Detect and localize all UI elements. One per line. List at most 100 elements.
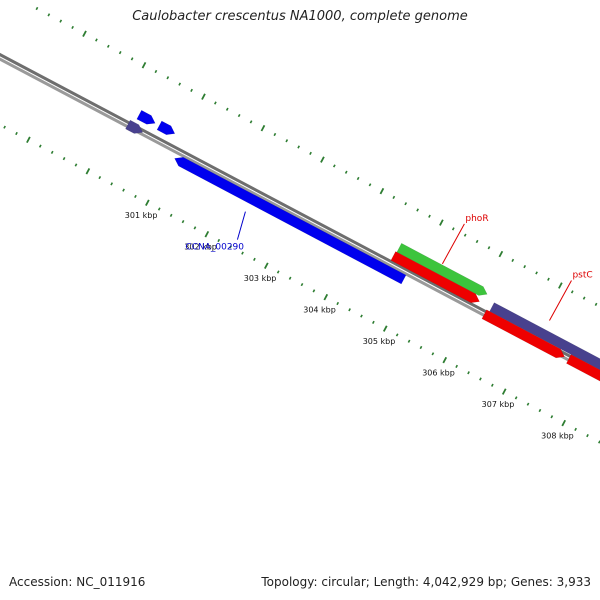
inner-tick-major [323, 293, 329, 301]
inner-tick-major [382, 325, 388, 332]
scale-label: 307 kbp [482, 400, 515, 409]
gene-label-leader [441, 223, 465, 265]
gene-arrow-ccna-00290 [174, 156, 407, 285]
inner-tick-minor [300, 282, 304, 287]
outer-tick-major [141, 61, 147, 69]
gene-arrow-phor [396, 242, 488, 296]
inner-tick-minor [526, 402, 530, 406]
outer-tick-major [498, 250, 504, 258]
scale-label: 306 kbp [422, 368, 455, 377]
gene-arrow-pstc [489, 302, 600, 371]
outer-tick-minor [178, 82, 182, 86]
outer-tick-minor [273, 132, 277, 137]
outer-tick-minor [487, 246, 491, 250]
outer-tick-minor [166, 76, 170, 80]
outer-tick-minor [297, 145, 301, 149]
genome-title: Caulobacter crescentus NA1000, complete … [132, 9, 468, 24]
outer-tick-minor [106, 44, 110, 48]
backbone-layer [0, 52, 600, 379]
inner-tick-minor [253, 257, 256, 262]
outer-tick-minor [463, 233, 467, 237]
inner-tick-minor [538, 408, 542, 413]
outer-tick-minor [332, 164, 336, 168]
inner-tick-minor [229, 245, 232, 249]
inner-tick-minor [50, 150, 54, 154]
outer-tick-major [439, 219, 444, 226]
inner-tick-minor [122, 188, 125, 192]
inner-tick-minor [467, 371, 470, 375]
inner-tick-minor [348, 308, 351, 312]
outer-tick-minor [285, 139, 289, 143]
inner-tick-minor [550, 415, 554, 419]
gene-label-leader [236, 211, 246, 240]
outer-tick-major [260, 124, 266, 132]
genome-summary-text: Topology: circular; Length: 4,042,929 bp… [261, 575, 591, 589]
inner-tick-major [145, 199, 150, 206]
inner-tick-minor [431, 352, 435, 356]
gene-arrow-g1 [136, 109, 156, 125]
inner-tick-minor [134, 194, 137, 199]
outer-tick-minor [404, 202, 408, 206]
scale-label: 302 kbp [184, 243, 217, 252]
inner-tick-minor [455, 364, 459, 369]
outer-tick-major [320, 156, 325, 163]
gene-label-ccna-00290: CCNA_00290 [185, 243, 244, 253]
outer-tick-minor [511, 258, 515, 262]
outer-tick-minor [190, 88, 193, 92]
outer-tick-minor [416, 208, 419, 212]
outer-tick-minor [582, 296, 586, 300]
outer-tick-minor [475, 239, 479, 244]
outer-tick-minor [59, 19, 63, 23]
accession-text: Accession: NC_011916 [9, 575, 146, 589]
outer-tick-major [201, 93, 206, 100]
inner-tick-minor [372, 320, 375, 324]
inner-tick-minor [217, 238, 221, 243]
outer-tick-minor [130, 57, 134, 61]
inner-tick-minor [407, 339, 411, 343]
outer-tick-minor [35, 6, 39, 11]
gene-arrow-g3 [125, 119, 144, 134]
inner-tick-major [204, 230, 210, 238]
inner-tick-minor [395, 333, 399, 337]
inner-tick-minor [62, 157, 66, 161]
inner-tick-minor [74, 163, 78, 167]
outer-tick-minor [214, 101, 217, 105]
outer-tick-minor [47, 13, 51, 17]
inner-tick-major [561, 419, 567, 427]
outer-tick-minor [451, 227, 455, 231]
outer-tick-minor [237, 113, 241, 118]
outer-tick-minor [594, 302, 598, 307]
outer-tick-minor [71, 25, 74, 30]
outer-tick-minor [368, 183, 372, 187]
gene-label-leader [549, 280, 572, 321]
gene-arrow-r1 [390, 251, 480, 303]
outer-tick-minor [225, 107, 229, 111]
outer-tick-minor [570, 290, 574, 294]
inner-tick-minor [276, 270, 280, 274]
inner-tick-minor [288, 276, 292, 280]
outer-tick-minor [118, 51, 122, 55]
outer-tick-minor [428, 214, 431, 218]
inner-tick-major [264, 262, 269, 269]
inner-tick-minor [574, 427, 577, 431]
backbone-line-outer [0, 57, 600, 379]
inner-tick-minor [360, 314, 363, 318]
inner-tick-minor [490, 383, 494, 387]
scale-tick-layer: 301 kbp 302 kbp 303 kbp 304 kbp 305 kbp 306 k… [3, 6, 600, 444]
scale-label: 303 kbp [244, 274, 277, 283]
gene-arrow-r2 [481, 309, 565, 359]
label-layer: phoRpstCpstACCNA_00290 [185, 211, 593, 321]
outer-tick-minor [523, 265, 527, 269]
backbone-line-inner [0, 52, 600, 374]
inner-tick-minor [336, 301, 340, 306]
gene-arrow-g2 [156, 120, 176, 135]
inner-tick-minor [157, 207, 161, 211]
inner-tick-minor [479, 377, 482, 381]
gene-arrow-r3 [566, 354, 600, 382]
inner-tick-minor [241, 251, 244, 255]
outer-tick-major [379, 187, 385, 195]
inner-tick-minor [312, 289, 316, 293]
outer-tick-minor [95, 38, 98, 42]
inner-tick-minor [15, 131, 18, 136]
